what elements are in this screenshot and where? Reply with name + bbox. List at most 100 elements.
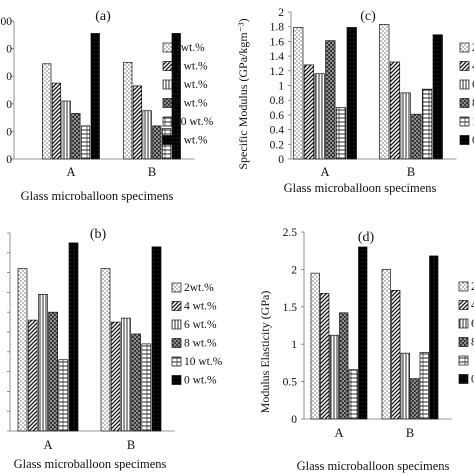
panel-b-legend-swatch xyxy=(171,319,182,330)
panel-c-y-tick-label: 0.8 xyxy=(270,95,285,107)
panel-c-legend-swatch xyxy=(459,135,470,145)
panel-b-category-label: B xyxy=(127,438,135,452)
panel-c-y-tick-label: 2 xyxy=(278,7,284,19)
panel-c-bar xyxy=(314,73,325,160)
panel-b-bar xyxy=(100,268,111,432)
panel-d-legend-swatch xyxy=(458,281,469,292)
panel-d-legend-label: 0 xyxy=(471,374,474,386)
panel-c-bar xyxy=(346,27,357,160)
panel-b-legend-label: 2wt.% xyxy=(184,282,214,294)
panel-a-category-label: A xyxy=(66,165,75,179)
panel-c-bar xyxy=(335,107,347,160)
panel-c-legend-label: 4 xyxy=(472,61,474,73)
panel-a-y-tick-label: 0 xyxy=(6,126,12,138)
panel-a-legend-swatch xyxy=(162,135,173,145)
panel-c-category-label: B xyxy=(407,165,415,179)
panel-b-bar xyxy=(131,333,141,432)
panel-c-y-tick-label: 0.2 xyxy=(270,139,285,151)
panel-d-legend-swatch xyxy=(458,337,469,347)
panel-c-bar xyxy=(432,34,443,160)
panel-d-bar xyxy=(339,312,349,420)
panel-b-bar xyxy=(141,343,152,432)
panel-c-bar xyxy=(389,61,401,160)
panel-c-legend-swatch xyxy=(459,98,470,108)
panel-d-bar xyxy=(381,269,391,420)
panel-a-bar xyxy=(142,110,152,160)
panel-a-legend-swatch xyxy=(162,116,173,127)
panel-d-xlabel: Glass microballoon specimens xyxy=(297,459,450,473)
panel-c-bar xyxy=(400,92,411,160)
panel-c-legend-label: 2 xyxy=(472,42,474,54)
panel-b-legend: 2wt.% 4 wt.% 6 wt.% 8 wt.% 10 wt.% 0 wt.% xyxy=(171,282,223,387)
panel-b-xlabel: Glass microballoon specimens xyxy=(14,457,167,471)
panel-d-y-tick-label: 2 xyxy=(291,264,297,276)
panel-d-y-tick-label: 2.5 xyxy=(283,227,298,239)
panel-a-legend-label: 6 wt.% xyxy=(175,79,208,91)
panel-a-bar xyxy=(42,63,52,160)
panel-a-y-tick-label: 0 xyxy=(6,44,12,56)
panel-d-legend-label: 2 xyxy=(471,281,474,293)
panel-c-legend-label: 6 xyxy=(472,79,474,91)
panel-d-y-tick-label: 0 xyxy=(291,414,297,426)
panel-a-bar xyxy=(132,85,143,160)
panel-b-legend-swatch xyxy=(171,282,182,293)
panel-c-ylabel: Specific Modulus (GPa/kgm⁻³) xyxy=(236,18,250,169)
panel-c-bar xyxy=(293,27,304,160)
panel-d-category-label: A xyxy=(334,426,343,440)
panel-d-bar xyxy=(419,352,429,420)
panel-b-legend-label: 10 wt.% xyxy=(184,356,223,368)
panel-d-bar xyxy=(320,292,330,420)
panel-a-legend-label: 10 wt.% xyxy=(175,116,214,128)
panel-a-bar xyxy=(171,33,181,160)
panel-c-y-tick-label: 1 xyxy=(278,81,284,93)
panel-b-bar xyxy=(17,268,28,432)
panel-c-bar xyxy=(421,88,433,160)
panel-b-bar xyxy=(58,359,69,432)
panel-d-legend-label: 6 xyxy=(471,318,474,330)
panel-b-bar xyxy=(68,242,79,432)
panel-a-bar xyxy=(51,82,62,160)
panel-a-y-tick-label: 0 xyxy=(6,99,12,111)
panel-c-bar xyxy=(325,40,336,160)
panel-a-bar xyxy=(90,33,100,160)
panel-b-legend-swatch xyxy=(171,356,182,367)
panel-a-bar xyxy=(152,125,162,160)
panel-d-legend: 2 4 6 8 0 xyxy=(458,281,474,386)
panel-d-legend-label: 4 xyxy=(471,300,474,312)
panel-d-ylabel: Modulus Elasticity (GPa) xyxy=(258,291,272,414)
panel-d-bar xyxy=(400,352,410,420)
panel-d-category-label: B xyxy=(406,426,414,440)
panel-d-bar xyxy=(329,334,339,420)
panel-a-y-tick-label: 00 xyxy=(1,16,13,28)
panel-b-legend-swatch xyxy=(171,375,182,385)
panel-d-legend-swatch xyxy=(458,355,469,366)
panel-b-bar xyxy=(48,311,58,432)
panel-a-legend-swatch xyxy=(162,61,173,71)
panel-a-bar xyxy=(123,62,133,160)
panel-d-legend-swatch xyxy=(458,318,469,329)
panel-d-bar xyxy=(410,378,420,420)
panel-c-legend-swatch xyxy=(459,116,470,127)
panel-c-y-tick-label: 0.4 xyxy=(270,125,285,137)
panel-c-y-tick-label: 1.2 xyxy=(270,66,285,78)
panel-d-y-tick-label: 1 xyxy=(291,339,297,351)
panel-d-plot: 0 0.5 1 1.5 2 2.5 A B xyxy=(283,227,452,440)
panel-d-bar xyxy=(310,272,320,420)
panel-b-legend-label: 0 wt.% xyxy=(184,375,217,387)
panel-d-bar xyxy=(358,246,368,420)
panel-d-y-tick-label: 1.5 xyxy=(283,302,298,314)
panel-b-legend-swatch xyxy=(171,301,182,311)
panel-a-legend-label: 0 wt.% xyxy=(175,135,208,147)
panel-c-legend-swatch xyxy=(459,79,470,90)
panel-c: 0 0.2 0.4 0.6 0.8 1 1.2 1.4 1.6 1.8 2 A B (c) Specif… xyxy=(236,7,474,195)
panel-c-category-label: A xyxy=(320,165,329,179)
panel-a-legend-label: 4 wt.% xyxy=(175,61,208,73)
panel-a-title: (a) xyxy=(95,9,111,24)
panel-a-legend-swatch xyxy=(162,98,173,108)
panel-c-bar xyxy=(303,64,315,160)
